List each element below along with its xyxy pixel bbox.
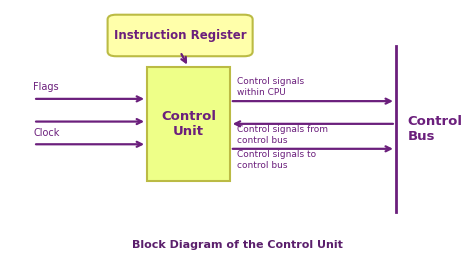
Text: Clock: Clock [33, 128, 60, 138]
Text: Flags: Flags [33, 82, 59, 92]
Text: Block Diagram of the Control Unit: Block Diagram of the Control Unit [132, 240, 342, 250]
Text: Instruction Register: Instruction Register [114, 29, 246, 42]
Text: Control
Unit: Control Unit [161, 110, 216, 138]
Text: Control
Bus: Control Bus [408, 115, 463, 143]
Text: Control signals to
control bus: Control signals to control bus [237, 150, 316, 170]
FancyBboxPatch shape [108, 15, 253, 56]
Text: Control signals from
control bus: Control signals from control bus [237, 125, 328, 145]
Text: Control signals
within CPU: Control signals within CPU [237, 77, 304, 97]
FancyBboxPatch shape [147, 67, 230, 181]
